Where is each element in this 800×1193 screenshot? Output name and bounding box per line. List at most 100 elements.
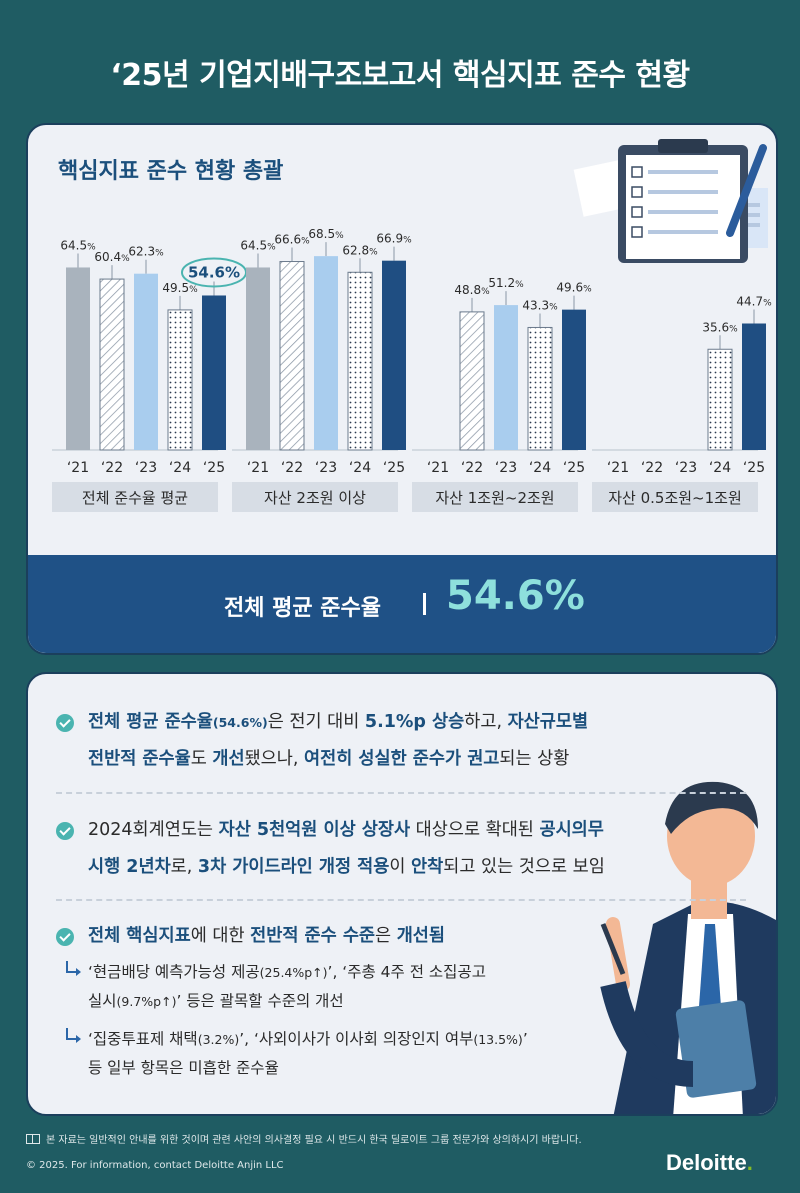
data-label: 54.6% — [188, 263, 240, 281]
text-span: 전체 평균 준수율 — [88, 712, 213, 732]
bar — [246, 267, 270, 450]
data-label: 49.6% — [556, 281, 592, 295]
text-span: 개선됨 — [396, 926, 446, 946]
bullet-1-line-2: 전반적 준수율도 개선됐으나, 여전히 성실한 준수가 권고되는 상황 — [88, 741, 708, 778]
bar — [562, 309, 586, 450]
text-span: (54.6%) — [212, 715, 268, 730]
x-tick-label: ‘21 — [427, 460, 449, 476]
group-label: 전체 준수율 평균 — [82, 489, 188, 507]
text-span: 되고 있는 것으로 보임 — [443, 857, 605, 877]
text-span: 공시의무 — [539, 820, 604, 840]
bullet-1-line-1: 전체 평균 준수율(54.6%)은 전기 대비 5.1%p 상승하고, 자산규모… — [88, 704, 708, 741]
average-banner: 전체 평균 준수율 54.6% — [28, 555, 776, 653]
text-span: ’ — [522, 1030, 528, 1048]
summary-card: 전체 평균 준수율(54.6%)은 전기 대비 5.1%p 상승하고, 자산규모… — [26, 672, 778, 1116]
text-span: (3.2%) — [197, 1032, 240, 1047]
text-span: 자산 5천억원 이상 상장사 — [218, 820, 411, 840]
sub-item-2-line-1: ‘집중투표제 채택(3.2%)’, ‘사외이사가 이사회 의장인지 여부(13.… — [88, 1025, 528, 1054]
x-tick-label: ‘23 — [135, 460, 157, 476]
data-label: 35.6% — [702, 320, 738, 334]
group-label-box — [592, 482, 758, 512]
bullet-3: 전체 핵심지표에 대한 전반적 준수 수준은 개선됨 — [56, 918, 696, 958]
text-span: (9.7%p↑) — [116, 994, 177, 1009]
divider — [56, 792, 746, 794]
text-span: 됐으나, — [244, 749, 305, 769]
x-tick-label: ‘21 — [247, 460, 269, 476]
group-label: 자산 0.5조원~1조원 — [608, 489, 742, 507]
data-label: 66.6% — [274, 233, 310, 247]
businessman-illustration — [600, 781, 776, 1114]
x-tick-label: ‘22 — [281, 460, 303, 476]
data-label: 68.5% — [308, 227, 344, 241]
text-span: ’, ‘사외이사가 이사회 의장인지 여부 — [239, 1030, 474, 1048]
bullet-3-line-1: 전체 핵심지표에 대한 전반적 준수 수준은 개선됨 — [88, 918, 708, 955]
text-span: 전체 핵심지표 — [88, 926, 191, 946]
x-tick-label: ‘23 — [495, 460, 517, 476]
text-span: ‘현금배당 예측가능성 제공 — [88, 963, 260, 981]
text-span: 3차 가이드라인 개정 적용 — [197, 857, 390, 877]
banner-value: 54.6% — [446, 573, 585, 619]
x-tick-label: ‘24 — [349, 460, 371, 476]
text-span: ’, ‘주총 4주 전 소집공고 — [327, 963, 486, 981]
data-label: 44.7% — [736, 294, 772, 308]
data-label: 64.5% — [60, 238, 96, 252]
sub-item-2-line-2: 등 일부 항목은 미흡한 준수율 — [88, 1054, 279, 1083]
text-span: ’ 등은 괄목할 수준의 개선 — [176, 992, 344, 1010]
data-label: 62.8% — [342, 243, 378, 257]
x-tick-label: ‘23 — [315, 460, 337, 476]
text-span: 전반적 준수율 — [88, 749, 191, 769]
text-span: 시행 2년차 — [88, 857, 171, 877]
logo-dot: . — [746, 1150, 753, 1175]
bar — [382, 260, 406, 450]
text-span: 실시 — [88, 992, 117, 1010]
text-span: 이 — [389, 857, 412, 877]
x-tick-label: ‘23 — [675, 460, 697, 476]
data-label: 64.5% — [240, 238, 276, 252]
group-label: 자산 2조원 이상 — [264, 489, 366, 507]
text-span: 자산규모별 — [507, 712, 589, 732]
chart-section-title: 핵심지표 준수 현황 총괄 — [58, 159, 284, 184]
text-span: 2024회계연도는 — [88, 820, 219, 840]
bar-chart: ‘21 64.5% ‘22 60.4% ‘23 62.3% ‘24 49.5% ‘25 54.6%… — [52, 227, 772, 512]
bar — [202, 295, 226, 450]
page-title: ‘25년 기업지배구조보고서 핵심지표 준수 현황 — [110, 58, 690, 93]
bar — [134, 273, 158, 450]
copyright: © 2025. For information, contact Deloitt… — [26, 1160, 284, 1171]
data-label: 66.9% — [376, 232, 412, 246]
text-span: 등 일부 항목은 미흡한 준수율 — [88, 1059, 279, 1077]
bullet-2: 2024회계연도는 자산 5천억원 이상 상장사 대상으로 확대된 공시의무 시… — [56, 812, 696, 892]
logo-text: Deloitte — [666, 1150, 747, 1175]
data-label: 62.3% — [128, 245, 164, 259]
bar — [494, 305, 518, 450]
chart-card: 핵심지표 준수 현황 총괄 ‘21 64.5% ‘22 6 — [26, 123, 778, 655]
text-span: 도 — [190, 749, 213, 769]
x-tick-label: ‘21 — [607, 460, 629, 476]
check-icon — [56, 714, 74, 732]
text-span: 에 대한 — [190, 926, 251, 946]
text-span: 개선 — [212, 749, 245, 769]
check-icon — [56, 822, 74, 840]
footnote-text: 본 자료는 일반적인 안내를 위한 것이며 관련 사안의 의사결정 필요 시 반… — [46, 1135, 582, 1146]
text-span: 안착 — [411, 857, 444, 877]
group-label-box — [232, 482, 398, 512]
text-span: 전반적 준수 수준 — [250, 926, 376, 946]
x-tick-label: ‘22 — [641, 460, 663, 476]
text-span: (13.5%) — [473, 1032, 523, 1047]
banner-label: 전체 평균 준수율 — [224, 596, 381, 621]
bar — [347, 271, 373, 451]
bar — [66, 267, 90, 450]
data-label: 60.4% — [94, 250, 130, 264]
text-span: 대상으로 확대된 — [410, 820, 540, 840]
bar — [742, 323, 766, 450]
bar — [279, 261, 305, 451]
bar — [707, 348, 733, 451]
divider — [56, 899, 746, 901]
data-label: 48.8% — [454, 283, 490, 297]
clipboard-illustration — [573, 139, 768, 263]
book-icon — [26, 1134, 40, 1144]
text-span: 5.1%p 상승 — [364, 712, 465, 732]
x-tick-label: ‘25 — [383, 460, 405, 476]
group-label-box — [52, 482, 218, 512]
sub-item-1-line-2: 실시(9.7%p↑)’ 등은 괄목할 수준의 개선 — [88, 987, 344, 1016]
x-tick-label: ‘24 — [529, 460, 551, 476]
